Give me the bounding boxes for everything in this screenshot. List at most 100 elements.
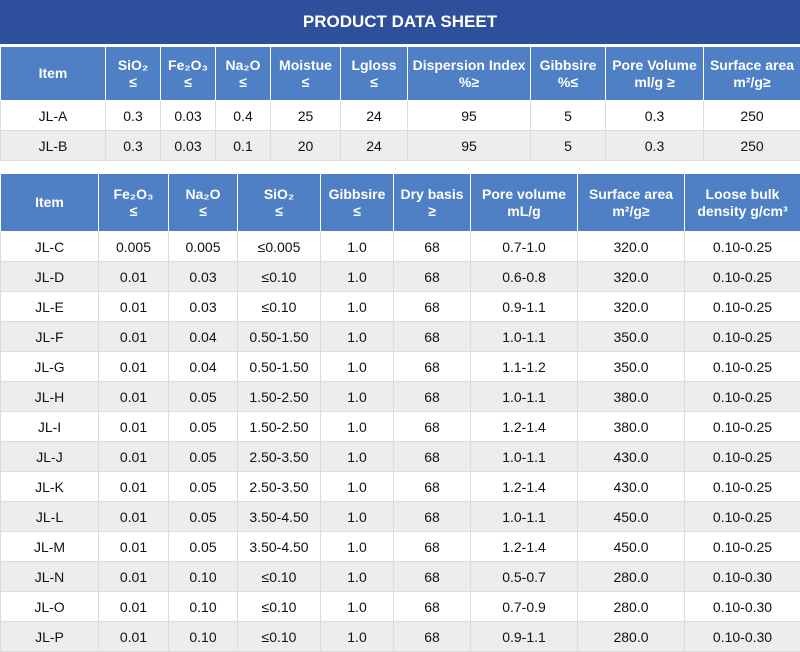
cell: 1.0 — [320, 261, 394, 292]
cell: 1.0 — [320, 471, 394, 502]
cell: 0.10-0.25 — [684, 321, 800, 352]
cell: 24 — [340, 130, 408, 161]
cell: 68 — [393, 501, 471, 532]
header-cell: Pore volume mL/g — [470, 173, 578, 232]
cell: 25 — [270, 100, 341, 131]
header-text: ml/g ≥ — [634, 73, 675, 90]
header-text: Gibbsire — [539, 56, 597, 73]
cell: 0.10-0.25 — [684, 471, 800, 502]
cell: 0.01 — [98, 471, 169, 502]
cell: 1.50-2.50 — [237, 381, 321, 412]
header-cell: Gibbsire %≤ — [530, 46, 606, 101]
header-text: m²/g≥ — [612, 202, 650, 219]
header-cell: Surface area m²/g≥ — [577, 173, 685, 232]
cell: 0.10-0.25 — [684, 261, 800, 292]
header-cell: Moistue ≤ — [270, 46, 341, 101]
cell: 0.10-0.25 — [684, 231, 800, 262]
cell: 0.01 — [98, 591, 169, 622]
cell: JL-G — [0, 351, 99, 382]
cell: 1.0 — [320, 591, 394, 622]
cell: 68 — [393, 321, 471, 352]
header-text: ≤ — [239, 73, 247, 90]
cell: 0.50-1.50 — [237, 351, 321, 382]
cell: JL-F — [0, 321, 99, 352]
cell: 0.9-1.1 — [470, 291, 578, 322]
cell: 0.3 — [105, 100, 161, 131]
header-text: Na₂O — [185, 185, 221, 202]
cell: 3.50-4.50 — [237, 501, 321, 532]
cell: ≤0.10 — [237, 621, 321, 652]
data-row: JL-H 0.01 0.05 1.50-2.50 1.0 68 1.0-1.1 380.0 0.… — [0, 381, 800, 412]
header-text: Moistue — [279, 56, 332, 73]
cell: 0.10-0.25 — [684, 441, 800, 472]
cell: 0.01 — [98, 501, 169, 532]
header-cell: Lgloss ≤ — [340, 46, 408, 101]
header-text: Fe₂O₃ — [113, 185, 154, 202]
cell: 68 — [393, 261, 471, 292]
cell: 320.0 — [577, 231, 685, 262]
header-cell: Loose bulk density g/cm³ — [684, 173, 800, 232]
header-cell: Na₂O ≤ — [168, 173, 238, 232]
header-text: Loose bulk — [705, 185, 780, 202]
cell: 0.10-0.30 — [684, 561, 800, 592]
header-cell: Dispersion Index %≥ — [407, 46, 531, 101]
cell: 430.0 — [577, 471, 685, 502]
cell: 0.9-1.1 — [470, 621, 578, 652]
header-text: %≤ — [557, 73, 579, 90]
header-text: ≤ — [275, 202, 283, 219]
cell: 1.0 — [320, 621, 394, 652]
cell: 0.4 — [215, 100, 271, 131]
cell: 0.01 — [98, 261, 169, 292]
cell: 1.0 — [320, 561, 394, 592]
cell: 1.50-2.50 — [237, 411, 321, 442]
data-row: JL-I 0.01 0.05 1.50-2.50 1.0 68 1.2-1.4 380.0 0.… — [0, 411, 800, 442]
cell: 68 — [393, 411, 471, 442]
cell: 0.05 — [168, 471, 238, 502]
cell: 68 — [393, 591, 471, 622]
cell: 1.0-1.1 — [470, 321, 578, 352]
cell: ≤0.10 — [237, 561, 321, 592]
cell: 380.0 — [577, 381, 685, 412]
cell: 0.10-0.25 — [684, 411, 800, 442]
data-row: JL-J 0.01 0.05 2.50-3.50 1.0 68 1.0-1.1 430.0 0.… — [0, 441, 800, 472]
header-cell: Surface area m²/g≥ — [703, 46, 800, 101]
data-row: JL-K 0.01 0.05 2.50-3.50 1.0 68 1.2-1.4 430.0 0.… — [0, 471, 800, 502]
header-text: ≥ — [428, 202, 436, 219]
cell: 0.3 — [605, 130, 704, 161]
data-row: JL-M 0.01 0.05 3.50-4.50 1.0 68 1.2-1.4 450.0 0.… — [0, 531, 800, 562]
cell: 350.0 — [577, 351, 685, 382]
header-cell: Fe₂O₃ ≤ — [160, 46, 216, 101]
cell: 430.0 — [577, 441, 685, 472]
cell: 0.5-0.7 — [470, 561, 578, 592]
data-row: JL-L 0.01 0.05 3.50-4.50 1.0 68 1.0-1.1 450.0 0.… — [0, 501, 800, 532]
data-row: JL-C 0.005 0.005 ≤0.005 1.0 68 0.7-1.0 320.0 0.1… — [0, 231, 800, 262]
cell: 320.0 — [577, 261, 685, 292]
cell: JL-J — [0, 441, 99, 472]
spec-table: Item Fe₂O₃ ≤ Na₂O ≤ SiO₂ ≤ Gibbsire ≤ Dry basis ≥ P… — [0, 173, 800, 652]
cell: 0.01 — [98, 351, 169, 382]
cell: 1.2-1.4 — [470, 531, 578, 562]
cell: 0.005 — [98, 231, 169, 262]
cell: 5 — [530, 100, 606, 131]
header-text: SiO₂ — [263, 185, 295, 202]
data-row: JL-P 0.01 0.10 ≤0.10 1.0 68 0.9-1.1 280.0 0.10-0… — [0, 621, 800, 652]
data-row: JL-A 0.3 0.03 0.4 25 24 95 5 0.3 250 — [0, 100, 800, 131]
cell: JL-C — [0, 231, 99, 262]
cell: 0.10-0.25 — [684, 501, 800, 532]
cell: 0.7-0.9 — [470, 591, 578, 622]
header-text: Na₂O — [225, 56, 261, 73]
cell: 0.3 — [605, 100, 704, 131]
data-row: JL-B 0.3 0.03 0.1 20 24 95 5 0.3 250 — [0, 130, 800, 161]
cell: 0.10-0.25 — [684, 531, 800, 562]
cell: 0.01 — [98, 621, 169, 652]
header-text: %≥ — [458, 73, 480, 90]
cell: 280.0 — [577, 621, 685, 652]
cell: 1.2-1.4 — [470, 411, 578, 442]
cell: 95 — [407, 130, 531, 161]
cell: 0.05 — [168, 501, 238, 532]
cell: 5 — [530, 130, 606, 161]
cell: 0.6-0.8 — [470, 261, 578, 292]
cell: 68 — [393, 471, 471, 502]
cell: 68 — [393, 531, 471, 562]
